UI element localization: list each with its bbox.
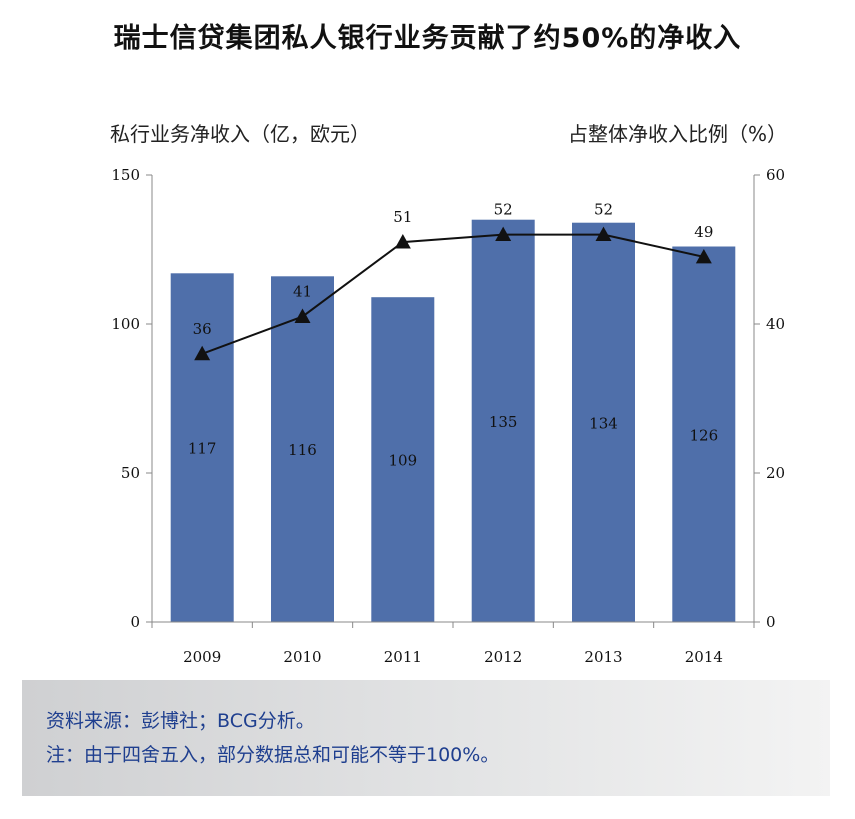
x-tick-label-2009: 2009 [183,648,221,666]
bar-2013 [572,222,635,622]
left-tick-label: 50 [121,464,140,482]
right-tick-label: 40 [766,315,785,333]
line-point-2009 [194,345,211,361]
line-point-2011 [394,234,411,249]
line-point-2012 [495,226,512,241]
bar-value-label: 126 [690,426,719,444]
line-value-label: 52 [494,201,513,219]
line-value-label: 49 [694,223,713,241]
bar-value-label: 135 [489,413,518,431]
x-tick-label-2012: 2012 [484,648,522,666]
right-tick-label: 60 [766,166,785,184]
x-tick-label-2014: 2014 [685,648,723,666]
chart-svg: 0 50 100 150 0 20 40 60 2009 2010 2011 2012 2013 2014… [111,166,785,666]
bar-value-label: 109 [389,452,418,470]
bar-value-label: 117 [188,440,217,458]
right-axis-title: 占整体净收入比例（%） [567,122,787,146]
left-axis-title: 私行业务净收入（亿，欧元） [110,122,370,146]
share-line [201,233,705,355]
bar-2011 [371,297,435,622]
bar-2009 [170,273,234,622]
bar-2012 [471,219,535,622]
bar-2014 [672,246,736,622]
x-tick-label-2010: 2010 [283,648,321,666]
bar-value-label: 134 [589,414,618,432]
line-value-label: 51 [393,208,412,226]
left-tick-label: 150 [111,166,140,184]
line-point-2010 [294,308,311,323]
footer-panel: 资料来源：彭博社；BCG分析。 注：由于四舍五入，部分数据总和可能不等于100%… [22,680,830,796]
x-tick-label-2011: 2011 [384,648,422,666]
bar-2010 [271,276,334,622]
right-tick-label: 0 [766,613,776,631]
line-value-label: 36 [193,320,212,338]
source-note: 资料来源：彭博社；BCG分析。 [46,710,315,732]
rounding-note: 注：由于四舍五入，部分数据总和可能不等于100%。 [46,744,500,766]
left-tick-label: 100 [111,315,140,333]
line-value-label: 52 [594,201,613,219]
line-point-2014 [695,248,712,264]
left-tick-label: 0 [130,613,140,631]
right-tick-label: 20 [766,464,785,482]
chart-title: 瑞士信贷集团私人银行业务贡献了约50%的净收入 [113,23,742,54]
x-tick-label-2013: 2013 [584,648,622,666]
bar-value-label: 116 [288,441,317,459]
line-point-2013 [595,226,612,241]
line-value-label: 41 [293,283,312,301]
